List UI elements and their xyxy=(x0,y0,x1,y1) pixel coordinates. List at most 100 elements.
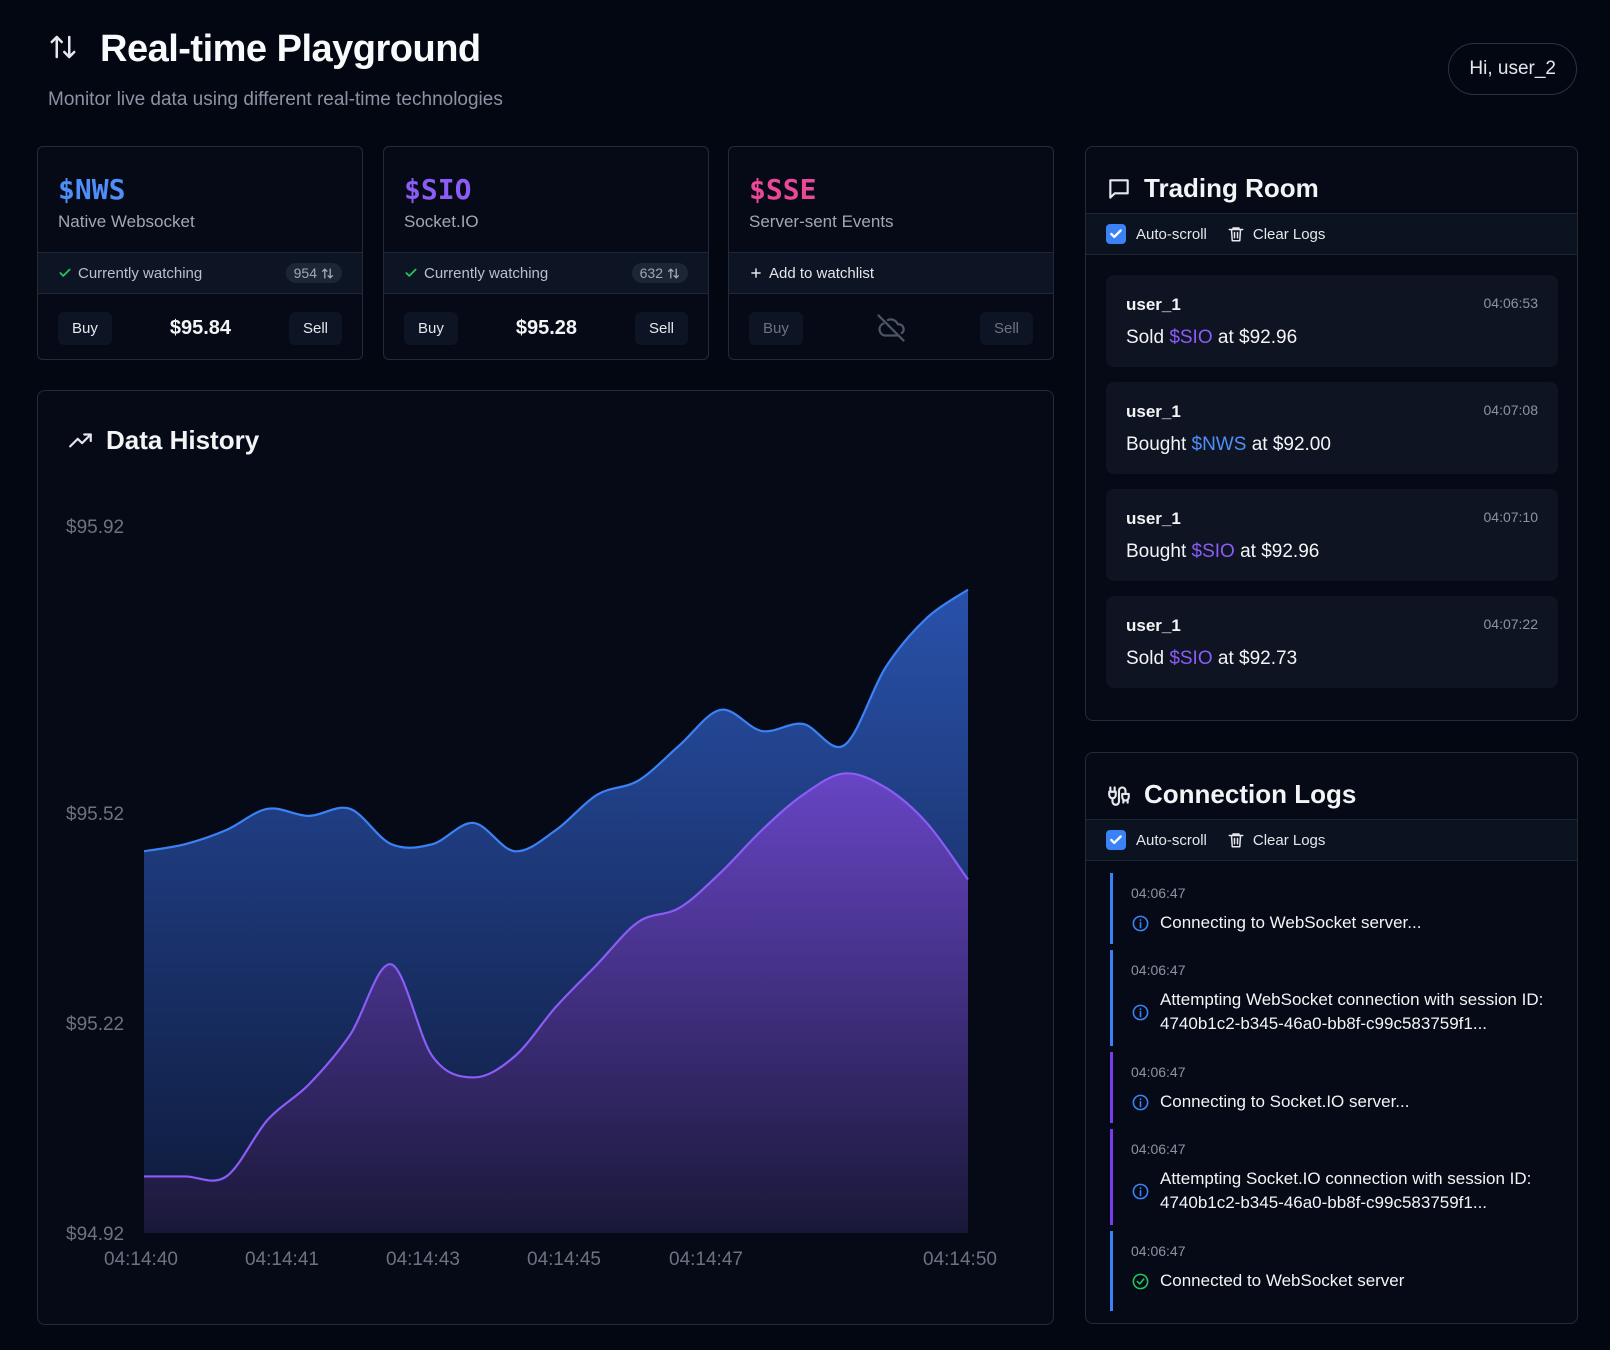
data-history-header: Data History xyxy=(68,425,259,456)
auto-scroll-checkbox[interactable] xyxy=(1106,224,1126,244)
sort-arrows-icon xyxy=(667,267,680,279)
trading-room-title: Trading Room xyxy=(1144,173,1319,203)
buy-button[interactable]: Buy xyxy=(404,311,458,345)
message-user: user_1 xyxy=(1126,295,1181,314)
y-tick-label: $94.92 xyxy=(66,1224,124,1245)
trade-row: Buy Sell xyxy=(729,295,1053,359)
log-message: Connecting to WebSocket server... xyxy=(1160,913,1422,932)
ticker-card-nws: $NWS Native Websocket Currently watching… xyxy=(37,146,363,360)
trade-row: Buy $95.28 Sell xyxy=(384,295,708,359)
x-tick-label: 04:14:41 xyxy=(245,1249,319,1270)
check-circle-icon xyxy=(1132,1273,1149,1289)
message-symbol: $SIO xyxy=(1169,648,1213,669)
auto-scroll-label: Auto-scroll xyxy=(1136,225,1207,243)
y-tick-label: $95.92 xyxy=(66,517,124,538)
x-tick-label: 04:14:47 xyxy=(669,1249,743,1270)
x-tick-label: 04:14:45 xyxy=(527,1249,601,1270)
message-symbol: $NWS xyxy=(1191,434,1247,455)
auto-scroll-label: Auto-scroll xyxy=(1136,831,1207,849)
buy-button[interactable]: Buy xyxy=(749,311,803,345)
log-entry: 04:06:47 Connecting to WebSocket server.… xyxy=(1110,873,1550,944)
message-time: 04:07:10 xyxy=(1483,509,1539,525)
page-header: Real-time Playground Monitor live data u… xyxy=(48,28,503,111)
data-history-panel: Data History $95.92 $95.52 $95.22 $94.92 04… xyxy=(37,390,1054,1325)
clear-logs-button[interactable]: Clear Logs xyxy=(1227,831,1326,849)
log-message: Attempting WebSocket connection with ses… xyxy=(1160,990,1544,1033)
log-time: 04:06:47 xyxy=(1131,1141,1186,1157)
info-icon xyxy=(1132,1094,1149,1110)
sell-button[interactable]: Sell xyxy=(979,311,1033,345)
ticker-name: Server-sent Events xyxy=(749,212,894,231)
user-menu-button[interactable]: Hi, user_2 xyxy=(1448,43,1577,95)
clear-logs-label: Clear Logs xyxy=(1252,225,1326,243)
message-time: 04:06:53 xyxy=(1483,295,1539,311)
info-icon xyxy=(1132,1183,1149,1199)
message-user: user_1 xyxy=(1126,509,1181,528)
log-time: 04:06:47 xyxy=(1131,962,1186,978)
check-icon xyxy=(405,268,417,277)
trade-message: user_1 04:07:22 Sold $SIO at $92.73 xyxy=(1106,596,1558,688)
message-symbol: $SIO xyxy=(1191,541,1235,562)
connection-logs-title: Connection Logs xyxy=(1144,779,1357,809)
trading-room-panel: Trading Room Auto-scroll Clear Logs user… xyxy=(1085,146,1578,721)
trade-row: Buy $95.84 Sell xyxy=(38,295,362,359)
message-user: user_1 xyxy=(1126,402,1181,421)
checkmark-icon xyxy=(1110,835,1122,845)
log-entry: 04:06:47 Connecting to Socket.IO server.… xyxy=(1110,1052,1550,1123)
log-time: 04:06:47 xyxy=(1131,1243,1186,1259)
add-to-watchlist-button[interactable]: Add to watchlist xyxy=(729,252,1053,294)
page-title: Real-time Playground xyxy=(100,28,481,70)
trading-room-header: Trading Room xyxy=(1106,173,1319,204)
trade-message: user_1 04:06:53 Sold $SIO at $92.96 xyxy=(1106,275,1558,367)
clear-logs-label: Clear Logs xyxy=(1252,831,1326,849)
watcher-count-badge: 954 xyxy=(285,263,342,283)
y-tick-label: $95.52 xyxy=(66,804,124,825)
cable-icon xyxy=(1108,785,1130,806)
message-time: 04:07:08 xyxy=(1483,402,1539,418)
watcher-count: 632 xyxy=(639,265,663,281)
add-to-watchlist-label: Add to watchlist xyxy=(769,264,875,282)
watch-status-label: Currently watching xyxy=(424,264,549,282)
info-icon xyxy=(1132,1004,1149,1020)
log-message: Connecting to Socket.IO server... xyxy=(1160,1092,1410,1111)
info-icon xyxy=(1132,915,1149,931)
plus-icon xyxy=(751,268,761,278)
connection-logs-toolbar: Auto-scroll Clear Logs xyxy=(1086,819,1577,861)
message-verb: Bought xyxy=(1126,541,1187,562)
message-body: Sold $SIO at $92.73 xyxy=(1126,648,1297,670)
ticker-symbol: $SIO xyxy=(404,173,472,206)
message-body: Bought $NWS at $92.00 xyxy=(1126,434,1331,456)
price-history-chart: $95.92 $95.52 $95.22 $94.92 04:14:40 04:14:4… xyxy=(66,517,997,1270)
trading-room-toolbar: Auto-scroll Clear Logs xyxy=(1086,213,1577,255)
trade-message: user_1 04:07:08 Bought $NWS at $92.00 xyxy=(1106,382,1558,474)
auto-scroll-checkbox[interactable] xyxy=(1106,830,1126,850)
log-time: 04:06:47 xyxy=(1131,1064,1186,1080)
y-tick-label: $95.22 xyxy=(66,1014,124,1035)
message-time: 04:07:22 xyxy=(1483,616,1539,632)
check-icon xyxy=(59,268,71,277)
message-body: Sold $SIO at $92.96 xyxy=(1126,327,1297,349)
clear-logs-button[interactable]: Clear Logs xyxy=(1227,225,1326,243)
log-message: Connected to WebSocket server xyxy=(1160,1271,1405,1290)
sell-button[interactable]: Sell xyxy=(288,311,342,345)
ticker-symbol: $SSE xyxy=(749,173,817,206)
chat-icon xyxy=(1109,178,1129,199)
sort-arrows-icon xyxy=(321,267,334,279)
message-price: at $92.96 xyxy=(1240,541,1320,562)
page-subtitle: Monitor live data using different real-t… xyxy=(48,89,503,110)
log-message: Attempting Socket.IO connection with ses… xyxy=(1160,1169,1532,1212)
trash-icon xyxy=(1228,833,1244,848)
cloud-off-icon xyxy=(877,314,906,342)
sell-button[interactable]: Sell xyxy=(634,311,688,345)
watch-status: Currently watching 954 xyxy=(38,252,362,294)
series-1-area xyxy=(144,773,968,1233)
current-price: $95.28 xyxy=(515,316,577,339)
log-entry: 04:06:47 Attempting Socket.IO connection… xyxy=(1110,1129,1550,1225)
message-price: at $92.00 xyxy=(1251,434,1331,455)
message-symbol: $SIO xyxy=(1169,327,1213,348)
ticker-card-sio: $SIO Socket.IO Currently watching 632 Bu… xyxy=(383,146,709,360)
buy-button[interactable]: Buy xyxy=(58,311,112,345)
series-1-line xyxy=(144,772,969,1182)
connection-logs-header: Connection Logs xyxy=(1106,779,1356,810)
ticker-card-sse: $SSE Server-sent Events Add to watchlist… xyxy=(728,146,1054,360)
